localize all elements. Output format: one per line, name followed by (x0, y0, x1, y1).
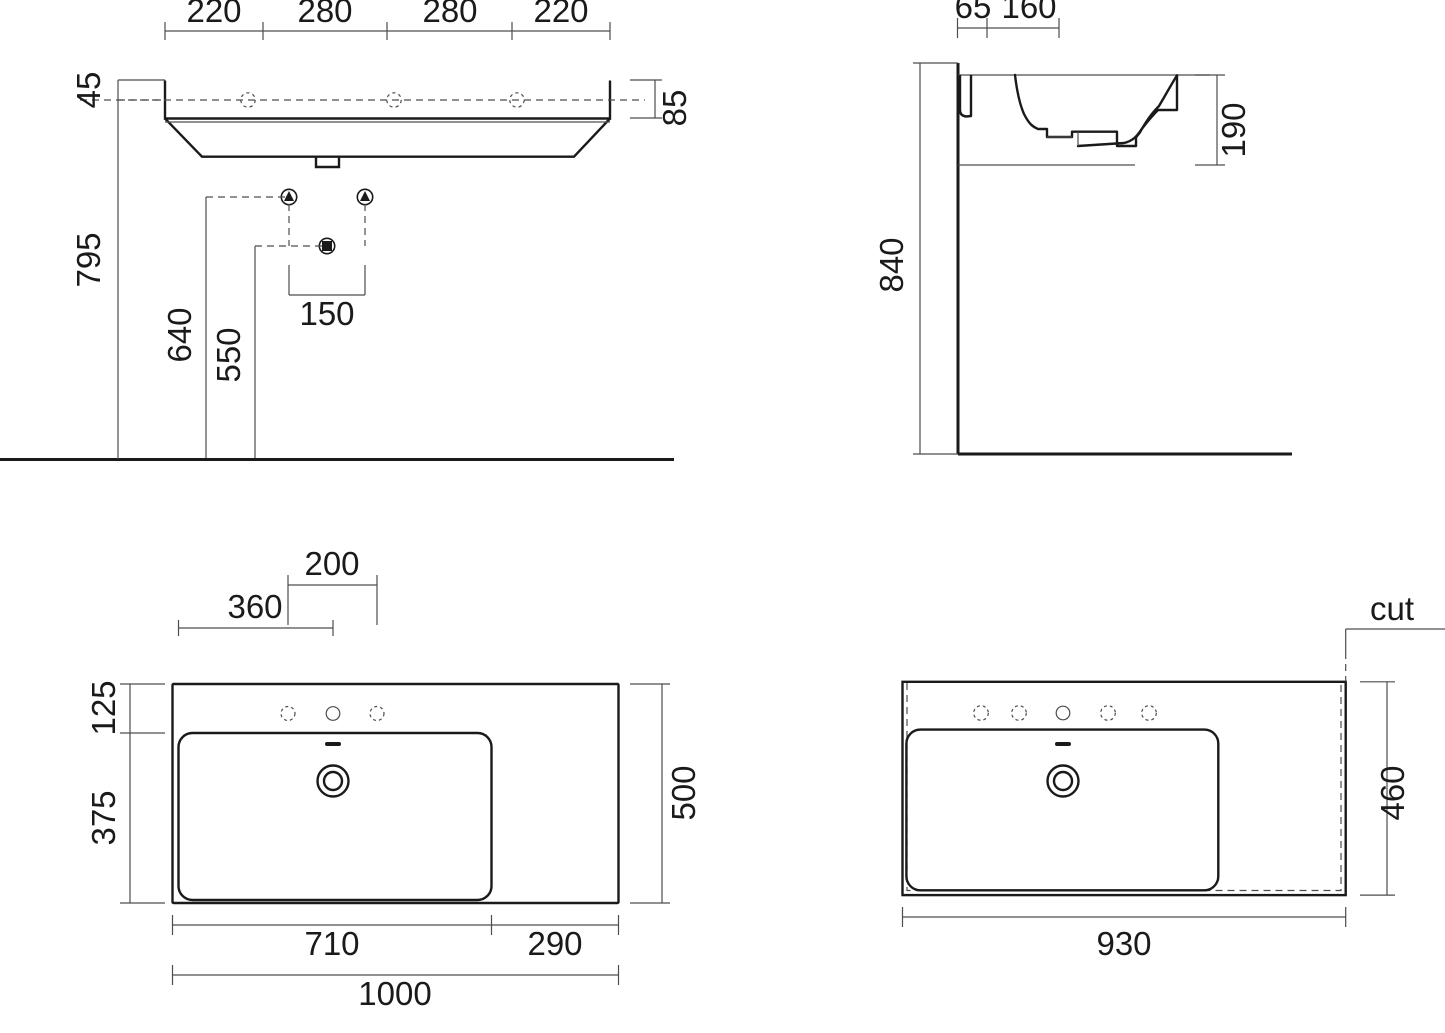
svg-text:150: 150 (299, 295, 354, 332)
svg-text:930: 930 (1096, 925, 1151, 962)
svg-text:710: 710 (304, 925, 359, 962)
svg-text:795: 795 (70, 232, 107, 287)
svg-text:375: 375 (85, 790, 122, 845)
svg-text:200: 200 (304, 545, 359, 582)
svg-text:290: 290 (527, 925, 582, 962)
svg-text:220: 220 (186, 0, 241, 29)
svg-text:cut: cut (1370, 590, 1414, 627)
svg-text:360: 360 (227, 588, 282, 625)
svg-text:280: 280 (297, 0, 352, 29)
svg-text:1000: 1000 (358, 975, 431, 1012)
svg-text:45: 45 (70, 72, 107, 109)
svg-text:190: 190 (1215, 102, 1252, 157)
svg-text:500: 500 (665, 765, 702, 820)
svg-text:640: 640 (161, 307, 198, 362)
svg-text:280: 280 (422, 0, 477, 29)
svg-text:85: 85 (656, 90, 693, 127)
svg-text:840: 840 (873, 237, 910, 292)
svg-text:125: 125 (85, 680, 122, 735)
svg-text:550: 550 (210, 327, 247, 382)
svg-text:460: 460 (1374, 765, 1411, 820)
svg-text:65: 65 (955, 0, 992, 25)
svg-text:220: 220 (533, 0, 588, 29)
svg-text:160: 160 (1001, 0, 1056, 25)
